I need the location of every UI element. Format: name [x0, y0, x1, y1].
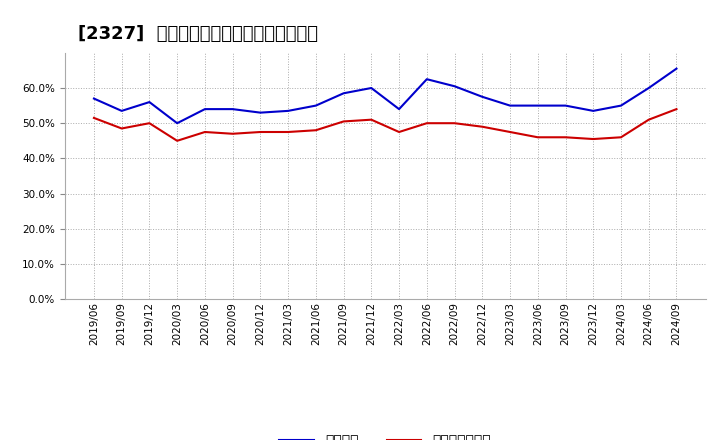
固定比率	[423, 77, 431, 82]
固定長期適合率	[505, 129, 514, 135]
固定比率	[339, 91, 348, 96]
固定長期適合率	[339, 119, 348, 124]
固定比率	[312, 103, 320, 108]
固定長期適合率	[450, 121, 459, 126]
固定比率	[256, 110, 265, 115]
Legend: 固定比率, 固定長期適合率: 固定比率, 固定長期適合率	[279, 434, 491, 440]
固定比率	[561, 103, 570, 108]
固定長期適合率	[367, 117, 376, 122]
固定長期適合率	[616, 135, 625, 140]
固定比率	[589, 108, 598, 114]
固定長期適合率	[201, 129, 210, 135]
固定長期適合率	[478, 124, 487, 129]
固定比率	[450, 84, 459, 89]
Line: 固定比率: 固定比率	[94, 69, 677, 123]
固定長期適合率	[423, 121, 431, 126]
固定長期適合率	[145, 121, 154, 126]
固定長期適合率	[256, 129, 265, 135]
固定長期適合率	[173, 138, 181, 143]
固定長期適合率	[117, 126, 126, 131]
Text: [2327]  固定比率、固定長期適合率の推移: [2327] 固定比率、固定長期適合率の推移	[78, 25, 318, 43]
固定長期適合率	[284, 129, 292, 135]
固定比率	[644, 85, 653, 91]
固定長期適合率	[89, 115, 98, 121]
固定比率	[284, 108, 292, 114]
固定長期適合率	[644, 117, 653, 122]
固定長期適合率	[534, 135, 542, 140]
固定比率	[534, 103, 542, 108]
Line: 固定長期適合率: 固定長期適合率	[94, 109, 677, 141]
固定比率	[89, 96, 98, 101]
固定比率	[672, 66, 681, 71]
固定比率	[367, 85, 376, 91]
固定長期適合率	[561, 135, 570, 140]
固定比率	[478, 94, 487, 99]
固定長期適合率	[672, 106, 681, 112]
固定長期適合率	[228, 131, 237, 136]
固定長期適合率	[589, 136, 598, 142]
固定比率	[201, 106, 210, 112]
固定比率	[616, 103, 625, 108]
固定比率	[145, 99, 154, 105]
固定比率	[173, 121, 181, 126]
固定長期適合率	[395, 129, 403, 135]
固定比率	[228, 106, 237, 112]
固定比率	[117, 108, 126, 114]
固定比率	[505, 103, 514, 108]
固定比率	[395, 106, 403, 112]
固定長期適合率	[312, 128, 320, 133]
